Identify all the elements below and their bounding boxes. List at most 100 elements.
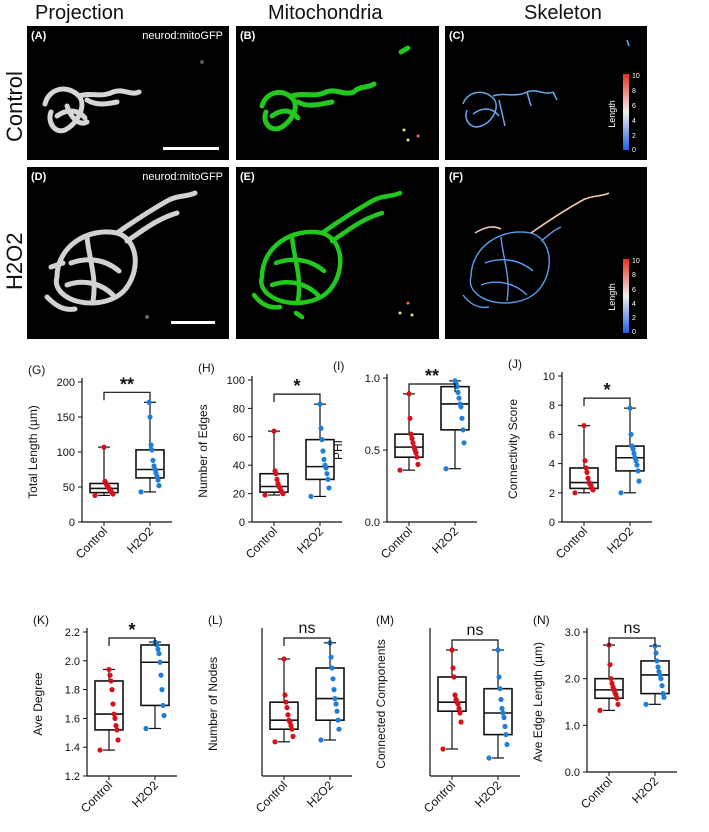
data-point: [584, 469, 590, 475]
data-point: [285, 712, 291, 718]
panel-c-skeleton-control: Length 10 8 6 4 2 0 (C): [445, 26, 647, 160]
x-tick-label: H2O2: [429, 524, 461, 556]
boxplot-j: (J) 0 2 4 6 8 10 Connectivity Score Control H2O2 *: [506, 357, 652, 561]
data-point: [632, 455, 638, 461]
y-tick-label: 60: [233, 432, 245, 444]
data-point: [499, 705, 505, 712]
data-point: [325, 476, 331, 482]
data-point: [317, 401, 323, 407]
data-point: [607, 662, 613, 668]
data-point: [271, 428, 277, 434]
data-point: [486, 755, 492, 761]
box-iqr: [315, 667, 345, 722]
data-point: [456, 395, 462, 401]
y-tick-label: 1.6: [65, 713, 80, 725]
boxplot-h: (H) 0 20 40 60 80 100 Number of Edges Control H2O…: [196, 361, 342, 561]
data-point: [455, 389, 461, 395]
y-axis-label: Ave Edge Length (µm): [531, 642, 545, 762]
data-point: [497, 686, 503, 692]
boxplot-k: (K) 1.2 1.4 1.6 1.8 2.0 2.2 Ave Degree Control H2…: [31, 613, 177, 815]
panel-b-mitochondria-control: (B): [236, 26, 439, 160]
panel-label: (M): [376, 613, 394, 627]
significance-bracket: [583, 397, 631, 407]
data-point: [586, 479, 592, 486]
data-point: [334, 708, 340, 714]
data-point: [262, 492, 268, 498]
colorbar-tick: 8: [632, 88, 636, 95]
data-point: [504, 741, 510, 748]
box-iqr: [440, 385, 470, 431]
y-tick-label: 1.4: [65, 742, 80, 754]
data-point: [113, 723, 119, 729]
data-point: [655, 664, 661, 670]
y-tick-label: 0.0: [565, 767, 580, 779]
significance-label: ns: [467, 622, 484, 639]
y-tick-label: 1.0: [365, 373, 380, 385]
data-point: [97, 747, 103, 753]
significance-bracket: [408, 383, 456, 392]
data-point: [111, 711, 117, 717]
data-point: [275, 481, 281, 487]
panel-label: (H): [198, 361, 215, 375]
data-point: [415, 461, 421, 467]
x-tick-label: H2O2: [124, 524, 156, 556]
data-point: [328, 654, 334, 660]
box-iqr: [483, 687, 513, 736]
data-point: [503, 732, 509, 738]
data-point: [156, 651, 162, 657]
panel-e-mitochondria-h2o2: (E): [236, 167, 439, 339]
data-point: [319, 437, 325, 443]
significance-bracket: [103, 391, 151, 401]
panel-label: (C): [449, 30, 465, 42]
data-point: [453, 696, 459, 703]
significance-label: ns: [624, 620, 641, 637]
panel-tag: neurod:mitoGFP: [142, 30, 223, 42]
y-tick-label: 2.0: [65, 656, 80, 668]
box-iqr: [594, 677, 624, 700]
data-point: [274, 476, 280, 482]
data-point: [148, 442, 154, 448]
x-tick-label: Control: [73, 524, 110, 561]
data-point: [397, 467, 403, 473]
y-tick-label: 20: [233, 489, 245, 501]
data-point: [320, 448, 326, 454]
panel-label: (I): [333, 359, 344, 373]
data-point: [272, 739, 278, 745]
x-tick-label: Control: [78, 778, 115, 815]
panel-label: (B): [240, 30, 256, 42]
data-point: [160, 702, 166, 709]
data-point: [461, 440, 467, 446]
data-point: [326, 485, 332, 491]
y-tick-label: 150: [57, 412, 75, 424]
data-point: [585, 475, 591, 481]
x-tick-label: H2O2: [604, 524, 636, 556]
y-axis-label: Total Length (µm): [26, 405, 40, 499]
y-tick-label: 200: [57, 377, 75, 389]
data-point: [452, 378, 458, 384]
data-point: [443, 466, 449, 472]
panel-a-projection-control: (A) neurod:mitoGFP: [27, 26, 229, 160]
panel-tag: neurod:mitoGFP: [142, 171, 223, 183]
data-point: [331, 687, 337, 693]
colorbar: [623, 74, 629, 150]
colorbar-tick: 6: [632, 103, 636, 110]
data-point: [101, 444, 107, 450]
data-point: [286, 717, 292, 723]
x-tick-label: H2O2: [304, 778, 336, 810]
skeleton-render: Length 10 8 6 4 2 0: [462, 192, 640, 336]
data-point: [155, 646, 161, 652]
data-point: [631, 450, 637, 456]
y-axis-label: Ave Degree: [31, 672, 45, 735]
significance-label: **: [425, 366, 439, 386]
data-point: [635, 468, 641, 474]
data-point: [451, 674, 457, 680]
y-tick-label: 6: [549, 429, 555, 441]
box-iqr: [135, 449, 165, 479]
data-point: [409, 435, 415, 442]
data-point: [498, 696, 504, 703]
mito-projection-image: [44, 190, 198, 319]
data-point: [411, 444, 417, 450]
data-point: [495, 647, 501, 653]
data-point: [290, 733, 296, 740]
